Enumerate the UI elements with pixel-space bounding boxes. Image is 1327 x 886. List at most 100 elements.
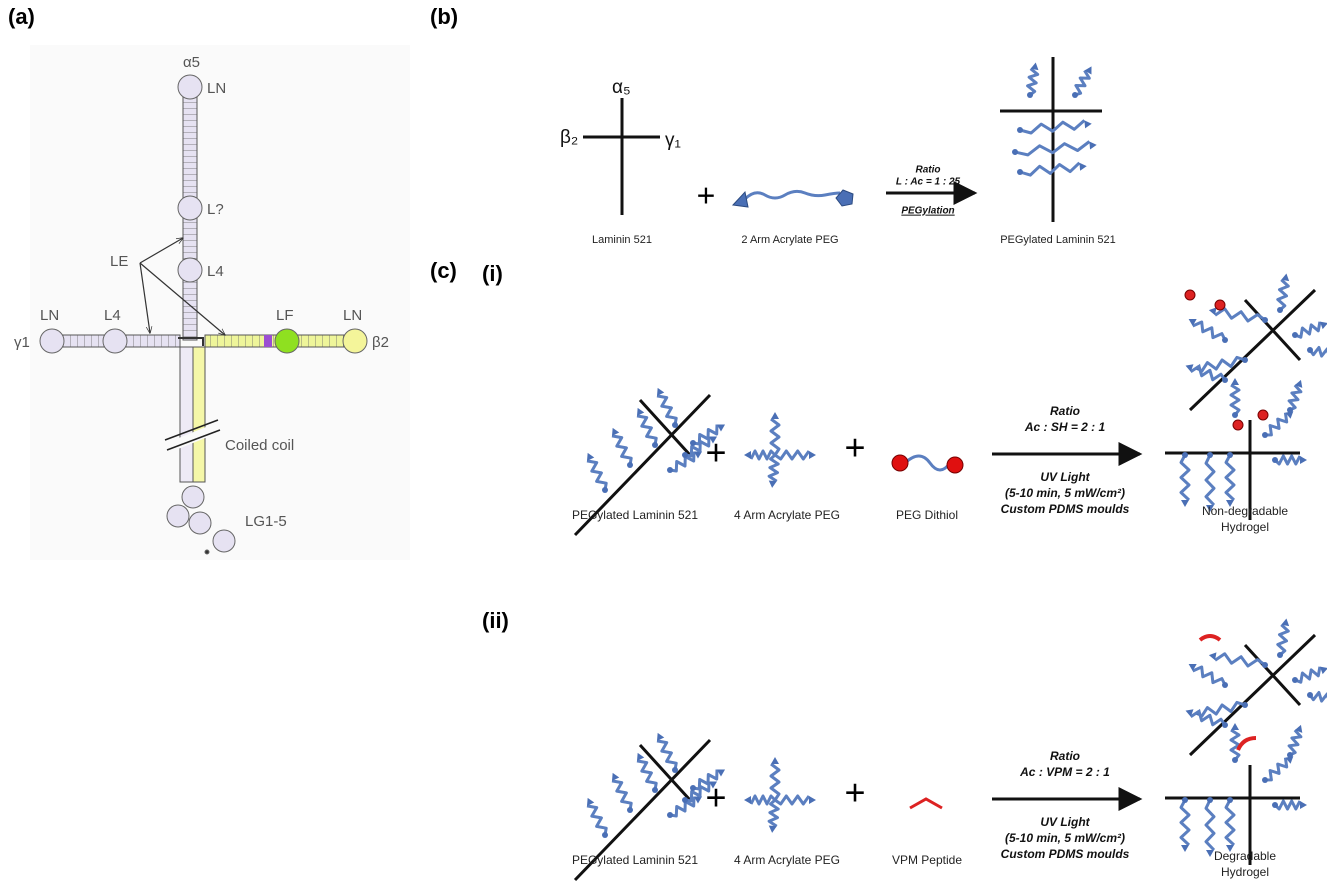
acrylate (657, 733, 664, 741)
bead (602, 487, 608, 493)
acrylate (637, 753, 644, 761)
peg-chain (775, 451, 809, 459)
label: LN (207, 80, 226, 97)
acrylate (587, 798, 594, 806)
coil-right (193, 347, 205, 482)
bead (1287, 752, 1293, 758)
beta-marker (264, 335, 272, 347)
peg-chain (745, 191, 840, 199)
acrylate (1320, 322, 1327, 330)
bead (672, 767, 678, 773)
bead (1207, 797, 1213, 803)
peg-chain (587, 806, 606, 835)
bead (1272, 802, 1278, 808)
acrylate (744, 796, 751, 804)
panel-label: (i) (482, 261, 503, 286)
peg-chain (1278, 625, 1289, 655)
peg-chain (612, 781, 631, 810)
label: LN (343, 307, 362, 324)
bead (667, 467, 673, 473)
peg-chain (637, 761, 656, 790)
bead (1262, 662, 1268, 668)
caption: PEG Dithiol (896, 508, 958, 522)
bead (1292, 332, 1298, 338)
label: LN (40, 307, 59, 324)
peg-chain (1215, 654, 1265, 666)
caption: Non-degradable (1202, 504, 1288, 518)
caption: Hydrogel (1221, 865, 1269, 879)
bead (690, 440, 696, 446)
panel-b: (b) α₅ β₂ γ₁ + Ratio L : Ac = 1 : 25 PEG… (430, 4, 1116, 246)
peg-chain (1191, 711, 1225, 725)
peg-chain (1206, 455, 1214, 505)
caption: PEGylated Laminin 521 (1000, 234, 1116, 246)
plus: + (697, 177, 716, 213)
arrow-text: Ratio (1050, 749, 1080, 763)
arrow-text: Custom PDMS moulds (1001, 502, 1130, 516)
bead (1307, 692, 1313, 698)
acrylate (771, 757, 779, 764)
bead (1222, 377, 1228, 383)
bead (627, 807, 633, 813)
plus: + (844, 427, 865, 468)
arrow-text: PEGylation (901, 206, 954, 217)
peg-chain (1295, 667, 1320, 683)
arrow-text: (5-10 min, 5 mW/cm²) (1005, 831, 1125, 845)
peg-chain (1028, 69, 1038, 95)
peg-chain (1181, 455, 1189, 500)
bead (1017, 169, 1023, 175)
label: L4 (207, 263, 224, 280)
bead (1277, 307, 1283, 313)
peg-chain (1193, 667, 1225, 685)
bead (1242, 702, 1248, 708)
vpm (910, 799, 942, 808)
plus: + (705, 432, 726, 473)
bead (1017, 127, 1023, 133)
acrylate (1320, 667, 1327, 675)
caption: Laminin 521 (592, 234, 652, 246)
bead (652, 442, 658, 448)
bead (1222, 682, 1228, 688)
ln-domain (343, 329, 367, 353)
acrylate (1231, 723, 1239, 730)
plus: + (705, 777, 726, 818)
peg-chain (1020, 163, 1079, 175)
peg-chain (612, 436, 631, 465)
label: LG1-5 (245, 513, 287, 530)
peg-chain (769, 455, 778, 481)
peg-chain (775, 796, 809, 804)
bead (1242, 357, 1248, 363)
arrow-text: UV Light (1040, 470, 1090, 484)
panel-a: (a) α5 LN L? L4 LE LN L4 LF LN γ1 β2 Coi… (8, 4, 410, 560)
bead (682, 452, 688, 458)
bead (1287, 407, 1293, 413)
acrylate (809, 796, 816, 804)
bead (1262, 432, 1268, 438)
peg-chain (1193, 322, 1225, 340)
peg-chain (1289, 385, 1301, 410)
arrow-text: Ratio (916, 165, 941, 176)
vpm (1238, 738, 1256, 750)
acrylate (612, 773, 619, 781)
caption: PEGylated Laminin 521 (572, 508, 698, 522)
thiol (1258, 410, 1268, 420)
bead (682, 797, 688, 803)
acrylate (1231, 378, 1239, 385)
panel-label: (a) (8, 4, 35, 29)
caption: PEGylated Laminin 521 (572, 853, 698, 867)
acrylate (1181, 500, 1189, 507)
label: L? (207, 201, 224, 218)
acrylate (1300, 801, 1307, 809)
acrylate (587, 453, 594, 461)
acrylate (1079, 163, 1086, 171)
peg-chain (1226, 455, 1234, 500)
acrylate (769, 481, 777, 488)
peg-chain (637, 416, 656, 445)
arrow-text: Custom PDMS moulds (1001, 847, 1130, 861)
arrow-text: L : Ac = 1 : 25 (896, 177, 961, 188)
peg-chain (1278, 280, 1289, 310)
acrylate (637, 408, 644, 416)
bead (1207, 452, 1213, 458)
acrylate (657, 388, 664, 396)
bead (1182, 452, 1188, 458)
